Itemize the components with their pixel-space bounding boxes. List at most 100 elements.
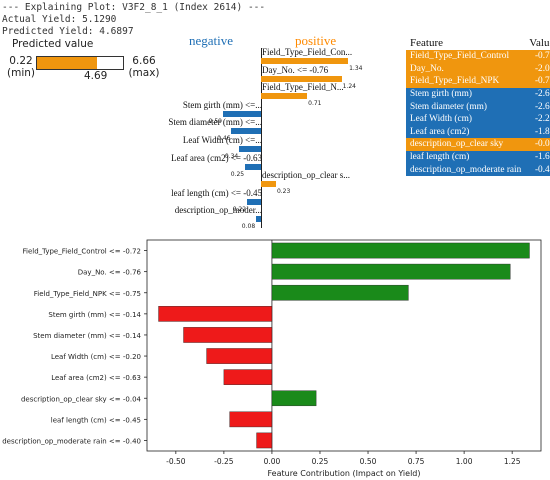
y-tick-label: Leaf area (cm2) <= -0.63 xyxy=(51,374,141,382)
table-row: Stem diameter (mm)-2.61 xyxy=(406,100,550,113)
lime-bar xyxy=(261,58,349,64)
bar xyxy=(183,327,273,343)
y-tick-label: Stem diameter (mm) <= -0.14 xyxy=(33,332,141,340)
table-cell-value: -1.85 xyxy=(525,125,550,139)
y-tick-label: Stem girth (mm) <= -0.14 xyxy=(48,311,141,319)
lime-bar xyxy=(261,93,308,100)
lime-feature-label: Field_Type_Field_N... xyxy=(262,82,344,93)
lime-feature-value: 0.25 xyxy=(230,170,245,178)
lime-feature-label: description_op_clear s... xyxy=(262,170,350,181)
lime-feature-label: leaf length (cm) <= -0.45 xyxy=(171,187,262,198)
lime-feature-value: 0.59 xyxy=(208,117,222,125)
lime-feature-value: 0.34 xyxy=(224,153,239,160)
y-tick-label: description_op_clear sky <= -0.04 xyxy=(21,395,142,403)
lime-feature-value: 1.24 xyxy=(342,82,356,90)
table-cell-feature: Leaf Width (cm) xyxy=(406,112,526,126)
table-cell-feature: Field_Type_Field_Control xyxy=(406,50,526,63)
table-row: Stem girth (mm)-2.61 xyxy=(406,87,550,101)
x-tick-label: 0.00 xyxy=(264,457,281,466)
lime-feature-label: Field_Type_Field_Con... xyxy=(262,47,353,57)
lime-feature-label: Leaf area (cm2) <= -0.63 xyxy=(171,152,262,163)
bar xyxy=(229,411,273,428)
y-tick-label: description_op_moderate rain <= -0.40 xyxy=(2,437,141,445)
x-axis-label: Feature Contribution (Impact on Yield) xyxy=(268,469,421,478)
y-tick-label: Field_Type_Field_NPK <= -0.75 xyxy=(34,290,141,298)
feature-contribution-chart: Field_Type_Field_Control <= -0.72 Day_No.… xyxy=(2,239,542,478)
lime-feature-value: 0.08 xyxy=(241,223,256,231)
predicted-value: 4.69 xyxy=(83,70,108,82)
lime-feature-label: Day_No. <= -0.76 xyxy=(262,64,329,75)
lime-bar xyxy=(261,181,276,188)
bar xyxy=(256,432,273,449)
bar xyxy=(271,390,317,407)
table-row: Field_Type_Field_NPK-0.75 xyxy=(406,75,550,88)
lime-feature-value: 0.22 xyxy=(232,205,247,213)
bar xyxy=(271,242,530,259)
table-cell-feature: Leaf area (cm2) xyxy=(406,125,526,139)
table-cell-value: -2.20 xyxy=(525,112,550,126)
table-cell-feature: Field_Type_Field_NPK xyxy=(406,75,526,88)
x-tick-label: 1.00 xyxy=(456,457,473,466)
y-tick-label: Leaf Width (cm) <= -0.20 xyxy=(51,353,141,361)
predicted-min-tag: (min) xyxy=(7,67,35,79)
lime-bar xyxy=(261,75,342,82)
bar xyxy=(223,369,273,385)
lime-feature-label: description_op_moder... xyxy=(174,205,262,216)
table-row: Leaf Width (cm)-2.20 xyxy=(406,112,550,126)
positive-header: positive xyxy=(295,33,337,48)
table-row: Field_Type_Field_Control-0.72 xyxy=(406,50,550,63)
table-cell-value: -2.00 xyxy=(525,62,550,76)
table-cell-value: -0.75 xyxy=(525,75,550,88)
table-header-feature: Feature xyxy=(410,37,443,49)
x-tick-label: 0.25 xyxy=(312,457,329,466)
header-line-actual: Actual Yield: 5.1290 xyxy=(2,14,117,25)
y-tick-label: Day_No. <= -0.76 xyxy=(78,269,142,277)
lime-bar xyxy=(231,128,261,135)
table-cell-feature: leaf length (cm) xyxy=(406,150,526,164)
predicted-min: 0.22 xyxy=(9,55,33,67)
lime-feature-label: Stem diameter (mm) <=... xyxy=(168,117,262,128)
x-tick-label: -0.50 xyxy=(166,457,186,466)
lime-feature-label: Stem girth (mm) <=... xyxy=(182,99,262,110)
table-row: description_op_clear sky-0.04 xyxy=(406,138,550,151)
table-cell-value: -2.61 xyxy=(525,87,550,101)
lime-bar xyxy=(222,110,261,117)
lime-bar xyxy=(246,198,261,205)
x-tick-label: 0.50 xyxy=(360,457,377,466)
table-row: leaf length (cm)-1.67 xyxy=(406,150,550,164)
table-row: Leaf area (cm2)-1.85 xyxy=(406,125,550,139)
bar xyxy=(271,284,409,301)
predicted-value-fill xyxy=(37,57,97,69)
x-tick-label: 1.25 xyxy=(504,457,521,466)
lime-feature-value: 0.23 xyxy=(276,188,291,196)
table-row: description_op_moderate rain-0.40 xyxy=(406,163,550,176)
lime-bar xyxy=(255,216,261,223)
predicted-max-tag: (max) xyxy=(128,67,160,79)
bar xyxy=(206,348,273,364)
lime-feature-label: Leaf Width (cm) <=... xyxy=(182,135,262,145)
feature-value-table: Feature Value Field_Type_Field_Control-0… xyxy=(406,36,550,176)
table-body: Field_Type_Field_Control-0.72Day_No.-2.0… xyxy=(406,50,550,176)
bar xyxy=(158,306,273,322)
lime-feature-value: 0.71 xyxy=(308,100,322,108)
negative-header: negative xyxy=(189,33,234,48)
table-row: Day_No.-2.00 xyxy=(406,62,550,76)
lime-bar xyxy=(238,146,261,152)
header-line-predicted: Predicted Yield: 4.6897 xyxy=(2,26,134,37)
predicted-value-bar xyxy=(36,56,124,70)
table-cell-feature: Stem girth (mm) xyxy=(406,87,526,101)
lime-feature-value: 0.46 xyxy=(217,135,231,143)
table-cell-value: -2.61 xyxy=(525,100,550,113)
lime-bar xyxy=(244,163,261,170)
table-cell-value: -0.04 xyxy=(525,138,550,151)
table-cell-value: -0.72 xyxy=(525,50,550,63)
x-tick-label: -0.25 xyxy=(214,457,234,466)
lime-center-axis xyxy=(261,48,262,228)
table-cell-value: -0.40 xyxy=(525,163,550,176)
table-header-value: Value xyxy=(529,37,550,49)
table-cell-value: -1.67 xyxy=(525,150,550,164)
y-tick-label: Field_Type_Field_Control <= -0.72 xyxy=(23,248,142,256)
header-line-title: --- Explaining Plot: V3F2_8_1 (Index 261… xyxy=(2,2,266,13)
y-tick-label: leaf length (cm) <= -0.45 xyxy=(51,416,141,424)
bar xyxy=(271,263,511,280)
